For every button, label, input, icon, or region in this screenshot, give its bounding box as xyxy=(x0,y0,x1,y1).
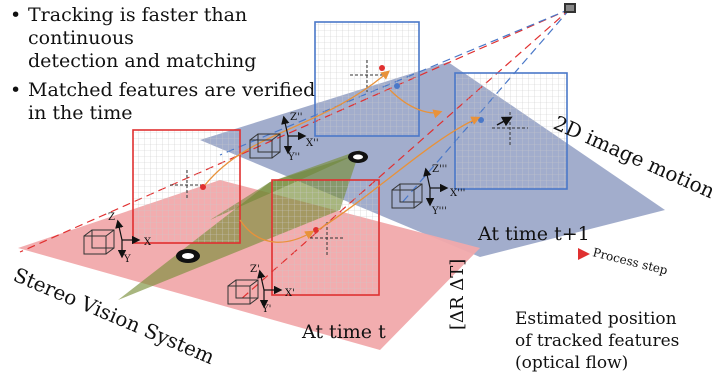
motion-arrow xyxy=(496,116,513,127)
process-step-label: Process step xyxy=(591,245,669,277)
camera-icon xyxy=(83,229,115,255)
feature-points xyxy=(200,65,484,233)
axis-label: Y' xyxy=(261,304,271,315)
axis-label: Z' xyxy=(250,264,260,275)
axis-label: Y''' xyxy=(431,206,447,217)
crosshair-icons xyxy=(170,60,528,255)
bullet-item: Tracking is faster than continuousdetect… xyxy=(8,4,328,73)
axis-label: Y xyxy=(123,254,131,265)
axis-label: Z''' xyxy=(432,164,447,175)
landmark-icon xyxy=(348,151,368,163)
camera-icon xyxy=(391,183,423,209)
axis-label: Z'' xyxy=(290,112,302,123)
delta-transform-label: [ΔR ΔT] xyxy=(447,259,468,330)
axis-label: X'' xyxy=(306,138,319,149)
process-step-icon xyxy=(578,248,590,260)
axis-label: Y'' xyxy=(287,152,300,163)
axis-label: X' xyxy=(285,288,295,299)
camera-icon xyxy=(227,279,259,305)
time-t1-label: At time t+1 xyxy=(477,223,590,245)
axis-label: Z xyxy=(108,212,115,223)
landmark-icon xyxy=(176,249,200,263)
axis-icon xyxy=(257,269,283,309)
axis-icon xyxy=(281,115,307,155)
bullet-list: Tracking is faster than continuousdetect… xyxy=(8,4,328,131)
axis-label: X xyxy=(144,237,152,248)
optical-flow-arrows xyxy=(204,70,481,243)
estimated-position-label: Estimated position of tracked features (… xyxy=(515,309,680,373)
camera-icon xyxy=(249,133,281,159)
time-t-label: At time t xyxy=(301,321,386,343)
axis-label: X''' xyxy=(450,188,465,199)
axis-icon xyxy=(423,167,449,207)
image-plane-left-t1 xyxy=(314,21,420,137)
axis-icon xyxy=(115,219,141,259)
target-icon xyxy=(564,3,576,13)
